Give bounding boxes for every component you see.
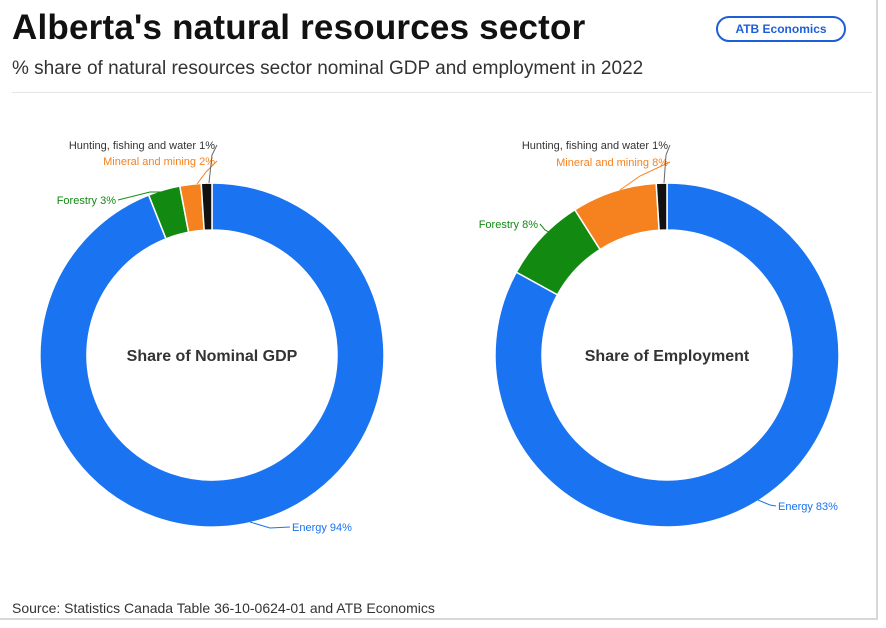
leader-line-mineral-and-mining [196,160,218,185]
leader-line-hunting-fishing-and-water [208,144,218,184]
source-note: Source: Statistics Canada Table 36-10-06… [12,600,435,616]
data-label-mineral-and-mining: Mineral and mining 2% [103,156,215,168]
data-label-energy: Energy 94% [292,522,352,534]
data-label-forestry: Forestry 3% [57,195,117,207]
slice-hunting-fishing-and-water [200,182,213,232]
chart-title: Alberta's natural resources sector [12,8,586,47]
data-label-energy: Energy 83% [778,501,838,513]
leader-line-energy [757,499,777,507]
leader-line-hunting-fishing-and-water [663,144,671,184]
employment-donut-chart: Share of Employment Energy 83% Forestry 8… [479,140,840,528]
leader-line-forestry [539,223,561,239]
data-label-hunting-fishing-and-water: Hunting, fishing and water 1% [522,140,668,152]
slice-energy [494,182,840,528]
slice-hunting-fishing-and-water [655,182,668,232]
leader-line-energy [249,521,291,529]
gdp-center-label: Share of Nominal GDP [127,348,298,365]
leader-line-mineral-and-mining [619,161,671,191]
gdp-donut-chart: Share of Nominal GDP Energy 94% Forestry … [39,140,385,534]
header-divider [12,92,872,93]
chart-frame [0,0,878,620]
brand-badge: ATB Economics [716,16,846,42]
employment-center-label: Share of Employment [585,348,750,365]
chart-subtitle: % share of natural resources sector nomi… [12,58,644,79]
data-label-forestry: Forestry 8% [479,219,539,231]
slice-energy [39,182,385,528]
leader-line-forestry [117,191,170,201]
data-label-mineral-and-mining: Mineral and mining 8% [556,157,668,169]
data-label-hunting-fishing-and-water: Hunting, fishing and water 1% [69,140,215,152]
